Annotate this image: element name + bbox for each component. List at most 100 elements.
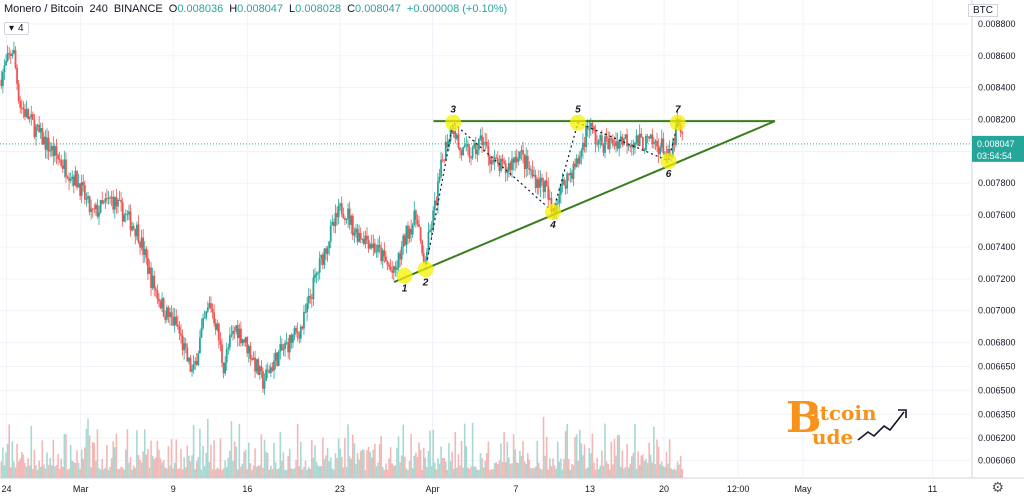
candle-body <box>522 150 524 155</box>
volume-bar <box>109 466 111 478</box>
volume-bar <box>292 468 294 478</box>
candle-body <box>580 150 583 157</box>
volume-bar <box>519 450 521 478</box>
candle-body <box>85 198 88 200</box>
volume-bar <box>380 435 382 478</box>
y-tick-label: 0.008600 <box>978 51 1016 61</box>
volume-bar <box>533 468 535 478</box>
candle-body <box>69 179 72 181</box>
gear-icon[interactable]: ⚙ <box>991 479 1004 495</box>
volume-bar <box>432 429 434 478</box>
candle-body <box>493 157 496 163</box>
volume-bar <box>545 436 548 478</box>
volume-bar <box>77 462 80 478</box>
volume-bar <box>569 469 572 478</box>
candle-body <box>432 210 435 229</box>
symbol-name[interactable]: Monero / Bitcoin <box>4 3 84 15</box>
volume-bar <box>484 460 487 478</box>
volume-bar <box>582 455 584 478</box>
candle-body <box>63 159 66 169</box>
candle-body <box>435 200 438 205</box>
candle-body <box>558 194 561 204</box>
volume-bar <box>112 441 115 478</box>
volume-bar <box>560 458 562 478</box>
volume-bar <box>616 435 619 478</box>
pattern-point-label: 7 <box>675 105 681 116</box>
candle-body <box>664 152 666 154</box>
volume-bar <box>73 461 75 478</box>
candle-body <box>514 156 517 163</box>
volume-bar <box>525 464 527 478</box>
candle-body <box>657 146 660 155</box>
volume-bar <box>39 466 42 478</box>
volume-bar <box>437 458 439 478</box>
volume-bar <box>188 455 190 478</box>
candle-body <box>659 147 662 155</box>
candle-body <box>288 334 291 353</box>
volume-bar <box>128 462 130 478</box>
volume-bar <box>350 458 353 478</box>
candle-body <box>630 144 633 147</box>
volume-bar <box>301 469 304 478</box>
candle-body <box>252 357 255 360</box>
candle-body <box>28 117 31 119</box>
volume-bar <box>355 463 357 478</box>
candle-body <box>173 316 176 326</box>
interval-label[interactable]: 240 <box>89 3 108 15</box>
candle-body <box>369 244 372 249</box>
candle-body <box>170 312 173 318</box>
candle-body <box>295 328 297 332</box>
volume-bar <box>170 439 173 478</box>
candle-body <box>96 204 99 217</box>
y-tick-label: 0.007000 <box>978 306 1016 316</box>
candle-body <box>224 362 227 374</box>
pattern-point-marker <box>660 152 677 169</box>
volume-bar <box>681 469 684 478</box>
candle-body <box>60 159 63 166</box>
volume-bar <box>213 440 215 478</box>
candle-body <box>380 247 383 262</box>
volume-bar <box>438 463 441 478</box>
volume-bar <box>605 461 608 478</box>
candle-body <box>184 343 187 348</box>
volume-bar <box>561 469 564 478</box>
candle-body <box>351 215 354 236</box>
candle-body <box>544 180 547 192</box>
candle-body <box>169 312 171 317</box>
currency-badge[interactable]: BTC <box>968 4 998 17</box>
volume-bar <box>249 463 252 478</box>
volume-bar <box>402 424 405 478</box>
volume-bar <box>156 440 159 478</box>
candle-body <box>526 155 529 168</box>
candle-body <box>183 343 186 351</box>
volume-bar <box>151 455 154 478</box>
candle-body <box>605 136 608 139</box>
volume-bar <box>418 442 420 478</box>
candle-body <box>530 169 532 171</box>
candle-body <box>3 65 6 73</box>
candle-body <box>117 199 119 207</box>
pattern-point-marker <box>445 114 462 131</box>
volume-bar <box>413 455 416 478</box>
volume-bar <box>608 469 611 478</box>
candle-body <box>46 137 48 150</box>
last-price-value: 0.008047 <box>977 139 1015 149</box>
volume-bar <box>268 469 271 478</box>
candle-body <box>80 182 83 196</box>
candle-body <box>643 150 646 151</box>
indicators-toggle[interactable]: ▾ 4 <box>4 22 29 35</box>
volume-bar <box>303 466 305 478</box>
candle-body <box>11 53 14 56</box>
candle-body <box>262 371 264 389</box>
candle-body <box>57 155 59 160</box>
candle-body <box>90 208 93 213</box>
y-tick-label: 0.006650 <box>978 361 1016 371</box>
candle-body <box>235 325 238 332</box>
candle-body <box>627 145 630 147</box>
y-tick-label: 0.007600 <box>978 210 1016 220</box>
volume-bar <box>336 457 338 478</box>
volume-bar <box>441 458 444 478</box>
y-tick-label: 0.006800 <box>978 338 1016 348</box>
